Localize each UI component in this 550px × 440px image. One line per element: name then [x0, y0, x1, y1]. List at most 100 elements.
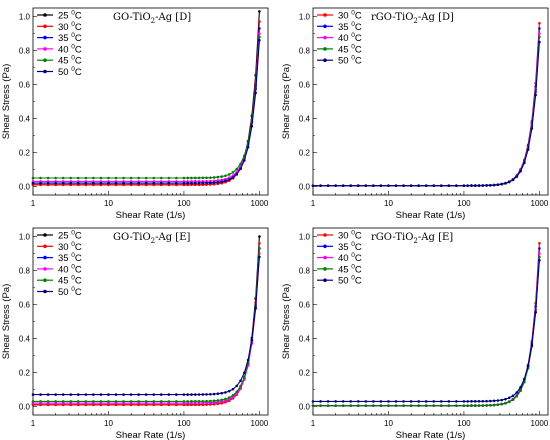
y-axis-label: Shear Stress (Pa) — [1, 64, 12, 140]
legend-label-45: 45 0C — [338, 263, 362, 275]
x-axis-label: Shear Rate (1/s) — [116, 210, 186, 221]
series-point-50 — [319, 400, 322, 403]
series-point-45 — [473, 404, 477, 407]
series-point-40 — [227, 398, 231, 401]
series-point-45 — [129, 176, 133, 180]
series-point-45 — [84, 400, 88, 403]
series-point-50 — [69, 393, 73, 396]
legend-marker-35 — [43, 35, 47, 40]
series-point-45 — [455, 404, 458, 407]
y-tick-label: 0.6 — [299, 301, 311, 310]
series-point-45 — [182, 176, 186, 180]
series-point-45 — [209, 399, 212, 403]
series-point-45 — [31, 400, 35, 403]
series-point-45 — [349, 404, 353, 407]
series-point-45 — [224, 174, 227, 178]
panel-title: rGO-TiO2-Ag [D] — [371, 12, 454, 25]
series-point-50 — [205, 393, 208, 396]
series-point-50 — [356, 184, 360, 187]
series-point-50 — [379, 184, 383, 187]
y-tick-label: 0.8 — [299, 47, 311, 56]
series-point-45 — [239, 162, 242, 166]
series-point-45 — [212, 399, 216, 403]
series-point-50 — [122, 393, 125, 396]
series-point-50 — [387, 184, 390, 187]
series-point-50 — [500, 398, 503, 402]
x-tick-label: 100 — [457, 199, 471, 208]
series-point-50 — [349, 400, 353, 403]
series-point-45 — [356, 404, 360, 407]
series-point-50 — [462, 184, 466, 187]
series-point-30 — [538, 22, 541, 25]
legend-label-35: 35 0C — [58, 252, 82, 264]
series-point-45 — [258, 247, 261, 250]
series-point-50 — [507, 396, 511, 400]
series-point-50 — [519, 169, 522, 173]
series-point-25 — [258, 10, 261, 13]
series-point-50 — [511, 394, 515, 398]
series-point-45 — [159, 176, 163, 180]
series-point-30 — [258, 242, 261, 245]
series-point-50 — [224, 179, 227, 183]
series-point-50 — [496, 183, 500, 187]
series-point-45 — [122, 400, 125, 403]
legend-label-45: 45 0C — [58, 275, 82, 287]
series-point-50 — [492, 399, 496, 403]
series-point-50 — [182, 181, 186, 185]
series-point-45 — [334, 404, 337, 407]
series-point-40 — [224, 177, 227, 181]
series-point-50 — [216, 392, 220, 396]
series-point-50 — [477, 400, 481, 403]
series-point-50 — [209, 392, 212, 396]
series-point-50 — [489, 399, 492, 403]
x-tick-label: 10 — [384, 419, 393, 428]
series-point-50 — [466, 184, 470, 187]
series-point-50 — [61, 393, 65, 396]
series-point-45 — [205, 399, 208, 403]
y-tick-label: 1.0 — [299, 233, 311, 242]
series-point-50 — [239, 167, 242, 171]
series-point-50 — [455, 400, 458, 403]
series-point-50 — [129, 393, 133, 396]
series-point-45 — [175, 400, 178, 403]
series-point-50 — [190, 181, 193, 185]
series-point-50 — [394, 184, 398, 187]
series-point-50 — [424, 400, 428, 403]
series-point-50 — [39, 181, 42, 185]
chart-panel-2: 1 10 100 1000 0.0 0.2 0.4 0.6 0.8 1.0 Shear Rate (… — [281, 7, 549, 221]
legend-marker-45 — [323, 47, 327, 51]
y-axis-label: Shear Stress (Pa) — [1, 284, 12, 360]
series-point-50 — [201, 393, 205, 396]
series-point-50 — [220, 391, 223, 395]
x-tick-label: 1 — [31, 199, 36, 208]
series-point-50 — [193, 393, 197, 396]
series-point-50 — [137, 181, 140, 185]
x-axis-label: Shear Rate (1/s) — [116, 430, 186, 440]
y-tick-label: 0.8 — [19, 267, 31, 276]
series-point-50 — [258, 39, 261, 42]
series-point-50 — [227, 389, 231, 393]
series-point-50 — [54, 393, 57, 396]
series-point-50 — [402, 400, 405, 403]
series-point-50 — [334, 184, 337, 187]
series-point-50 — [439, 400, 443, 403]
series-point-45 — [190, 176, 193, 180]
legend-marker-50 — [43, 289, 47, 294]
series-point-50 — [201, 181, 205, 185]
x-tick-label: 10 — [384, 199, 393, 208]
legend-label-30: 30 0C — [338, 10, 362, 22]
series-point-45 — [186, 176, 190, 180]
series-point-50 — [107, 181, 110, 185]
series-point-45 — [417, 404, 420, 407]
series-point-50 — [485, 399, 488, 403]
series-point-50 — [326, 184, 330, 187]
series-point-50 — [432, 400, 436, 403]
series-point-45 — [114, 400, 118, 403]
series-point-50 — [530, 127, 534, 130]
legend-label-40: 40 0C — [338, 32, 362, 44]
series-point-25 — [258, 235, 261, 238]
series-point-50 — [538, 40, 541, 44]
legend-marker-30 — [323, 233, 327, 237]
y-tick-label: 0.2 — [299, 149, 311, 158]
series-point-50 — [477, 184, 481, 187]
